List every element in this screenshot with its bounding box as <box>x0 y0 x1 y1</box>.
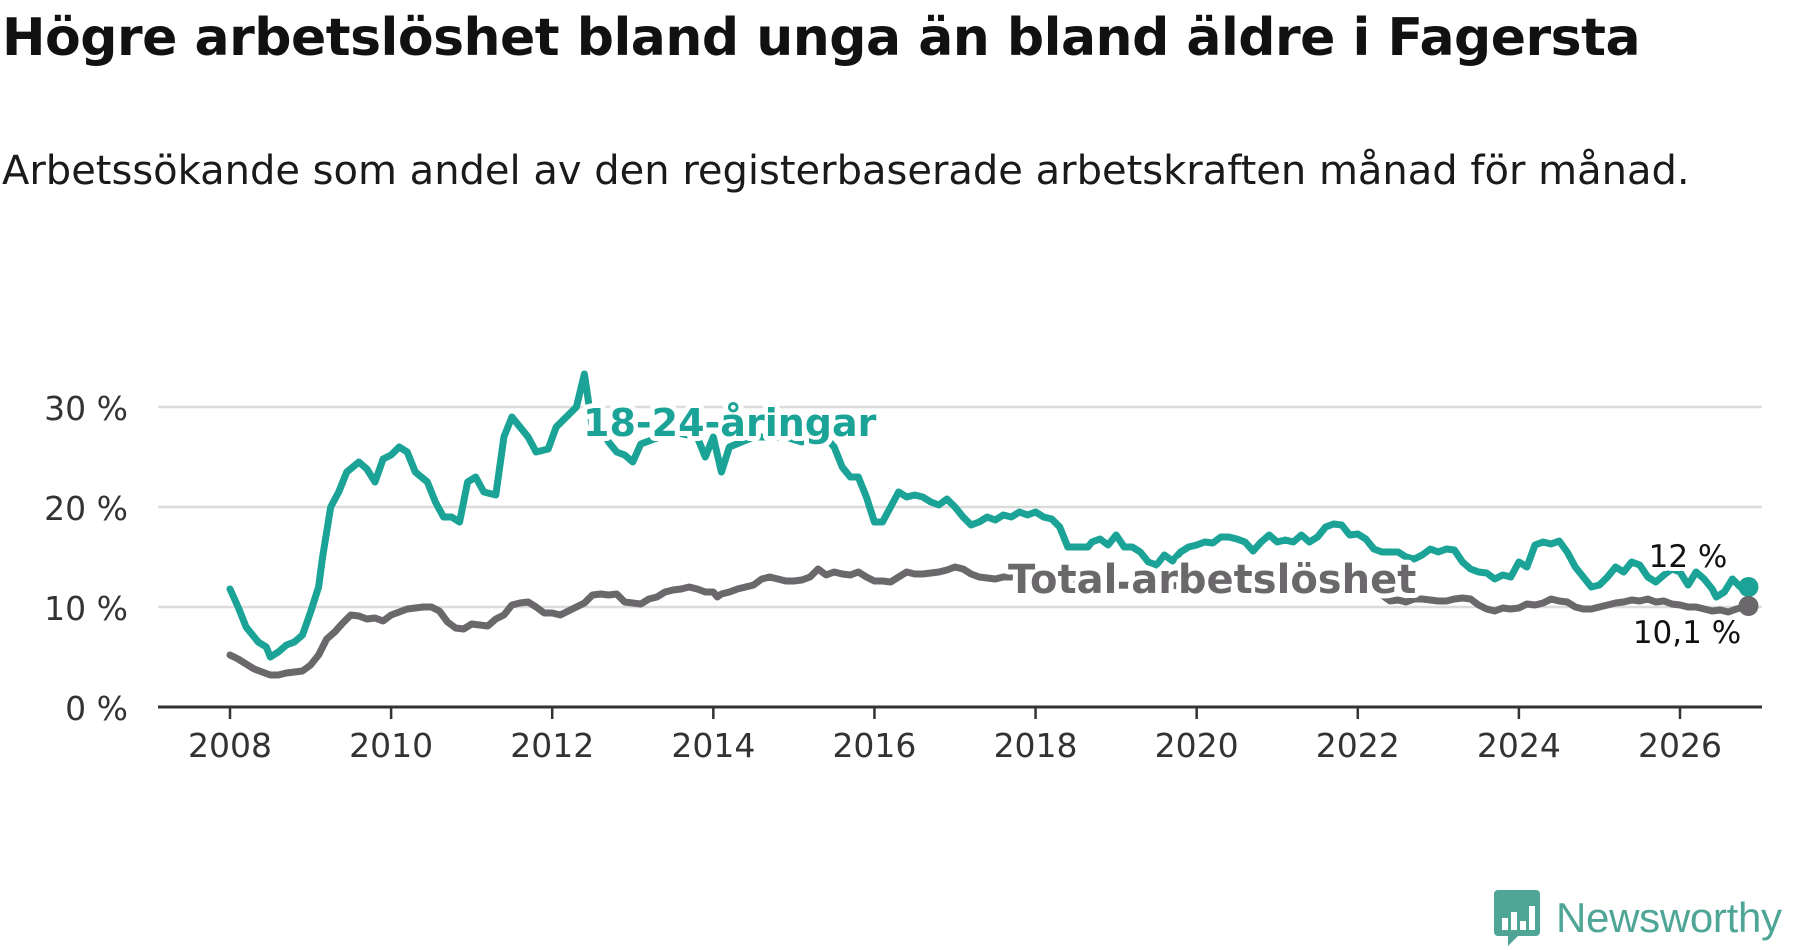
end-label-total: 10,1 % <box>1633 615 1741 651</box>
y-tick-label: 20 % <box>44 489 128 528</box>
x-tick-label: 2024 <box>1477 726 1561 765</box>
end-label-18-24: 12 % <box>1649 539 1728 575</box>
x-tick-label: 2012 <box>510 726 594 765</box>
gridlines <box>158 405 1762 609</box>
x-tick-label: 2008 <box>188 726 272 765</box>
end-marker-18-24 <box>1738 577 1759 597</box>
x-tick-label: 2018 <box>994 726 1078 765</box>
x-tick-label: 2010 <box>349 726 433 765</box>
chart-title: Högre arbetslöshet bland unga än bland ä… <box>2 8 1641 68</box>
series-line-18-24 <box>226 370 1752 661</box>
x-tick-label: 2020 <box>1155 726 1239 765</box>
newsworthy-brand: Newsworthy <box>1492 886 1782 950</box>
y-tick-label: 0 % <box>65 689 128 728</box>
series-line-total <box>226 563 1752 679</box>
series-lines <box>226 370 1759 679</box>
y-axis-labels: 0 % 10 % 20 % 30 % <box>44 389 128 728</box>
x-tick-label: 2016 <box>832 726 916 765</box>
x-tick-label: 2014 <box>671 726 755 765</box>
x-tick-label: 2022 <box>1316 726 1400 765</box>
brand-name: Newsworthy <box>1556 894 1782 941</box>
series-labels: 18-24-åringar Total arbetslöshet 12 % 10,1 … <box>578 396 1745 655</box>
series-label-18-24: 18-24-åringar <box>583 401 877 445</box>
chart-subtitle: Arbetssökande som andel av den registerb… <box>2 148 1690 194</box>
y-tick-label: 10 % <box>44 589 128 628</box>
x-tick-label: 2026 <box>1638 726 1722 765</box>
x-axis: 2008 2010 2012 2014 2016 2018 2020 2022 2024 2026 <box>158 705 1762 765</box>
end-marker-total <box>1738 596 1759 616</box>
series-label-total: Total arbetslöshet <box>1008 557 1416 603</box>
newsworthy-logo-icon <box>1494 890 1540 946</box>
y-tick-label: 30 % <box>44 389 128 428</box>
